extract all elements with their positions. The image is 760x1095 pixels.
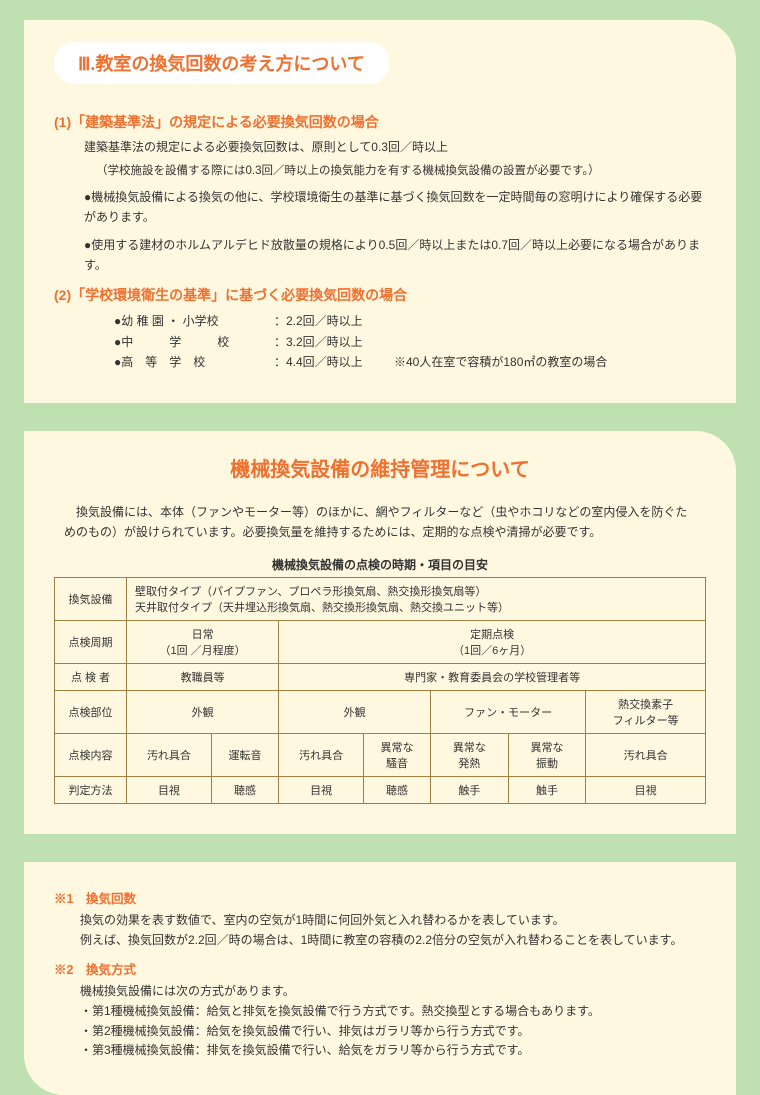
method-cell: 目視	[127, 777, 212, 804]
s1-h1: (1)「建築基準法」の規定による必要換気回数の場合	[54, 112, 706, 132]
s1-p1a: 建築基準法の規定による必要換気回数は、原則として0.3回／時以上	[84, 138, 706, 158]
note1-body: 換気の効果を表す数値で、室内の空気が1時間に何回外気と入れ替わるかを表しています…	[80, 911, 706, 951]
list-item: ●中 学 校 ：3.2回／時以上	[114, 332, 706, 352]
method-cell: 聴感	[363, 777, 430, 804]
school-rate-list: ●幼 稚 園 ・ 小学校 ：2.2回／時以上 ●中 学 校 ：3.2回／時以上 …	[114, 311, 706, 372]
s1-p1b: （学校施設を設備する際には0.3回／時以上の換気能力を有する機械換気設備の設置が…	[96, 162, 706, 180]
row-label: 判定方法	[55, 777, 127, 804]
cycle-daily: 日常 （1回 ／月程度）	[127, 621, 279, 664]
method-cell: 触手	[431, 777, 509, 804]
content-cell: 異常な 発熱	[431, 734, 509, 777]
table-row: 点検内容 汚れ具合 運転音 汚れ具合 異常な 騒音 異常な 発熱 異常な 振動 …	[55, 734, 706, 777]
s1-h2: (2)「学校環境衛生の基準」に基づく必要換気回数の場合	[54, 285, 706, 305]
method-cell: 目視	[279, 777, 364, 804]
school-label: ●幼 稚 園 ・ 小学校	[114, 311, 274, 331]
cycle-periodic: 定期点検 （1回／6ヶ月）	[279, 621, 706, 664]
row-label: 点検部位	[55, 691, 127, 734]
section2-title: 機械換気設備の維持管理について	[54, 453, 706, 482]
section-maintenance: 機械換気設備の維持管理について 換気設備には、本体（ファンやモーター等）のほかに…	[24, 431, 736, 835]
section1-title: Ⅲ.教室の換気回数の考え方について	[54, 42, 389, 84]
content-cell: 異常な 振動	[508, 734, 586, 777]
table-row: 点検部位 外観 外観 ファン・モーター 熱交換素子 フィルター等	[55, 691, 706, 734]
row-label: 点検内容	[55, 734, 127, 777]
footnotes: ※1 換気回数 換気の効果を表す数値で、室内の空気が1時間に何回外気と入れ替わる…	[24, 862, 736, 1095]
section2-para: 換気設備には、本体（ファンやモーター等）のほかに、網やフィルターなど（虫やホコリ…	[64, 502, 696, 543]
method-cell: 聴感	[211, 777, 278, 804]
equip-cell: 壁取付タイプ（パイプファン、プロペラ形換気扇、熱交換形換気扇等） 天井取付タイプ…	[127, 578, 706, 621]
row-label: 点 検 者	[55, 664, 127, 691]
content-cell: 異常な 騒音	[363, 734, 430, 777]
row-label: 点検周期	[55, 621, 127, 664]
school-value: ：3.2回／時以上	[274, 332, 394, 352]
school-label: ●中 学 校	[114, 332, 274, 352]
content-cell: 汚れ具合	[279, 734, 364, 777]
table-row: 点 検 者 教職員等 専門家・教育委員会の学校管理者等	[55, 664, 706, 691]
method-cell: 目視	[586, 777, 706, 804]
list-item: ●幼 稚 園 ・ 小学校 ：2.2回／時以上	[114, 311, 706, 331]
method-cell: 触手	[508, 777, 586, 804]
s1-b1: ●機械換気設備による換気の他に、学校環境衛生の基準に基づく換気回数を一定時間毎の…	[84, 188, 706, 228]
note1-heading: ※1 換気回数	[54, 888, 706, 907]
school-note: ※40人在室で容積が180㎡の教室の場合	[394, 352, 706, 372]
content-cell: 汚れ具合	[127, 734, 212, 777]
section-ventilation-count: Ⅲ.教室の換気回数の考え方について (1)「建築基準法」の規定による必要換気回数…	[24, 20, 736, 403]
inspection-table: 換気設備 壁取付タイプ（パイプファン、プロペラ形換気扇、熱交換形換気扇等） 天井…	[54, 577, 706, 804]
s1-b2: ●使用する建材のホルムアルデヒド放散量の規格により0.5回／時以上または0.7回…	[84, 236, 706, 276]
content-cell: 汚れ具合	[586, 734, 706, 777]
school-note	[394, 311, 706, 331]
part-a: 外観	[127, 691, 279, 734]
school-label: ●高 等 学 校	[114, 352, 274, 372]
row-label: 換気設備	[55, 578, 127, 621]
school-value: ：2.2回／時以上	[274, 311, 394, 331]
school-note	[394, 332, 706, 352]
content-cell: 運転音	[211, 734, 278, 777]
note2-heading: ※2 換気方式	[54, 959, 706, 978]
part-b: 外観	[279, 691, 431, 734]
table-row: 判定方法 目視 聴感 目視 聴感 触手 触手 目視	[55, 777, 706, 804]
part-c: ファン・モーター	[431, 691, 586, 734]
note2-body: 機械換気設備には次の方式があります。 ・第1種機械換気設備：給気と排気を換気設備…	[80, 982, 706, 1061]
part-d: 熱交換素子 フィルター等	[586, 691, 706, 734]
school-value: ：4.4回／時以上	[274, 352, 394, 372]
table-row: 点検周期 日常 （1回 ／月程度） 定期点検 （1回／6ヶ月）	[55, 621, 706, 664]
table-caption: 機械換気設備の点検の時期・項目の目安	[54, 556, 706, 573]
inspector-a: 教職員等	[127, 664, 279, 691]
inspector-b: 専門家・教育委員会の学校管理者等	[279, 664, 706, 691]
table-row: 換気設備 壁取付タイプ（パイプファン、プロペラ形換気扇、熱交換形換気扇等） 天井…	[55, 578, 706, 621]
list-item: ●高 等 学 校 ：4.4回／時以上 ※40人在室で容積が180㎡の教室の場合	[114, 352, 706, 372]
